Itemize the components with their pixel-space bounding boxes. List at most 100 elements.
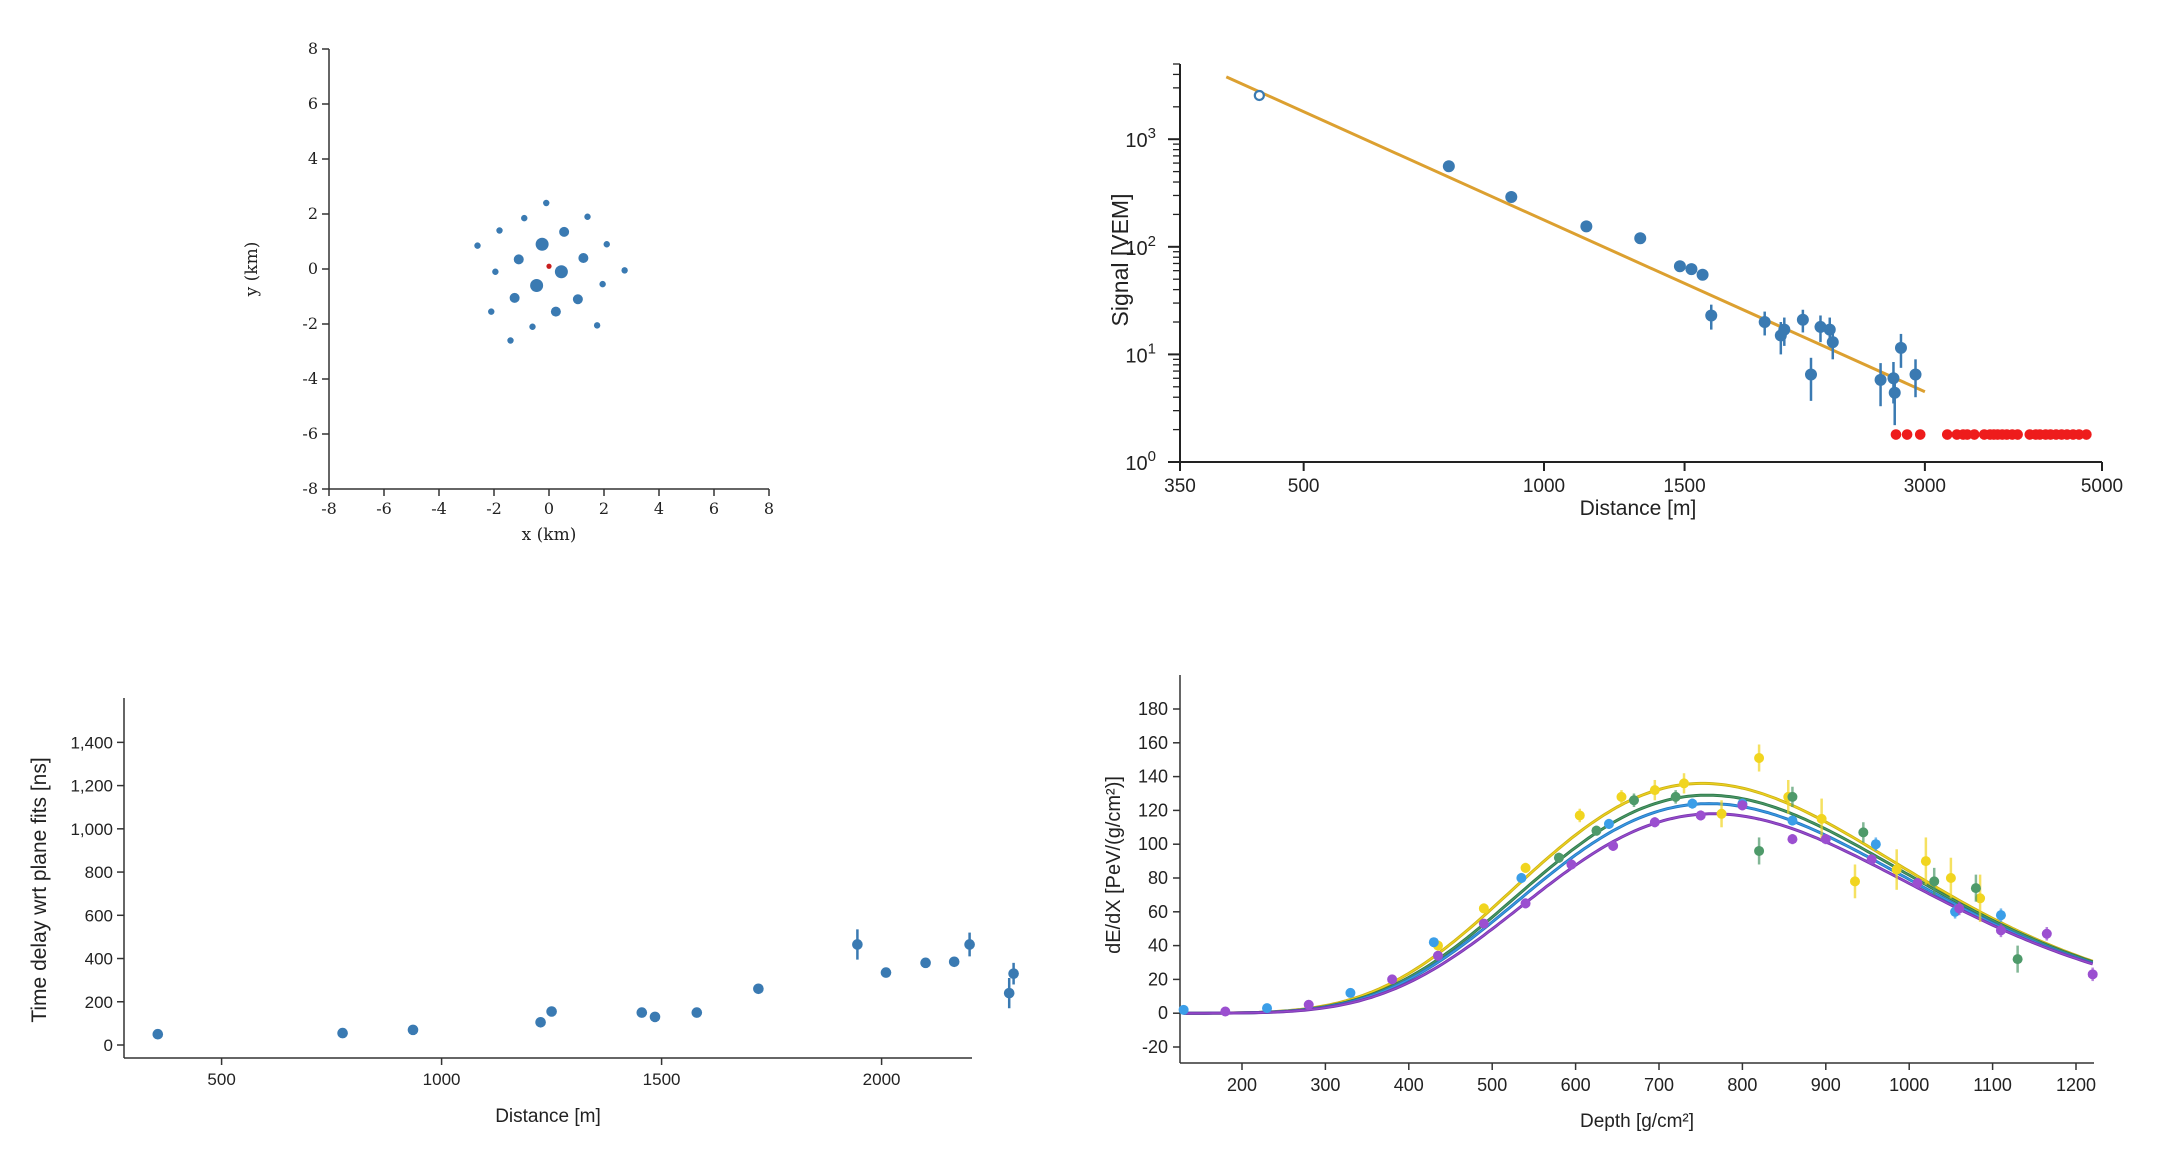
x-tick-label: -2 bbox=[486, 499, 502, 518]
profile-point-purple bbox=[1220, 1006, 1231, 1017]
station-marker bbox=[603, 241, 610, 248]
x-tick-label: 2 bbox=[599, 499, 609, 518]
x-tick-label: 1500 bbox=[1663, 476, 1705, 497]
profile-point-green bbox=[1628, 795, 1639, 806]
station-marker bbox=[559, 226, 570, 237]
station-marker bbox=[535, 237, 549, 251]
y-tick-label: 1,200 bbox=[70, 777, 113, 796]
station-marker bbox=[1685, 263, 1698, 276]
station-marker bbox=[964, 939, 975, 950]
y-tick-label: 800 bbox=[85, 863, 113, 882]
profile-point-blue bbox=[1870, 839, 1881, 850]
x-tick-label: 300 bbox=[1310, 1075, 1340, 1095]
y-tick-label: 100 bbox=[1125, 448, 1156, 475]
station-marker bbox=[407, 1024, 419, 1036]
silent-station-marker bbox=[1901, 429, 1913, 440]
station-marker bbox=[1008, 968, 1019, 979]
station-marker bbox=[649, 1011, 661, 1023]
timing-y-ticks: 0 200 400 600 800 1,000 1,200 1,400 bbox=[70, 733, 124, 1055]
shower-core-marker bbox=[546, 263, 552, 269]
station-marker bbox=[513, 254, 524, 265]
profile-point-blue bbox=[1687, 798, 1698, 809]
y-tick-exponent: 2 bbox=[1148, 233, 1156, 250]
y-tick-label: 6 bbox=[308, 94, 318, 113]
profile-point-green bbox=[1929, 876, 1940, 887]
y-tick-label: 8 bbox=[308, 39, 318, 58]
profile-point-purple bbox=[1866, 854, 1877, 865]
profile-y-label: dE/dX [PeV/(g/cm²)] bbox=[1103, 776, 1125, 954]
station-marker bbox=[572, 294, 583, 305]
saturated-station-marker bbox=[1253, 89, 1265, 102]
ldf-silent-stations bbox=[1890, 429, 2092, 440]
station-marker bbox=[691, 1007, 703, 1018]
x-tick-label: 350 bbox=[1164, 476, 1196, 497]
station-marker bbox=[948, 956, 960, 968]
station-marker bbox=[529, 323, 536, 330]
profile-point-purple bbox=[1303, 999, 1314, 1010]
silent-station-marker bbox=[1890, 429, 1902, 440]
station-marker bbox=[1673, 260, 1686, 273]
profile-point-purple bbox=[1566, 859, 1577, 870]
profile-point-yellow bbox=[1920, 856, 1931, 867]
station-marker bbox=[1580, 220, 1593, 233]
ldf-y-label: Signal [VEM] bbox=[1107, 194, 1133, 327]
profile-point-yellow bbox=[1649, 785, 1660, 796]
profile-point-green bbox=[1553, 852, 1564, 863]
y-tick-label: 80 bbox=[1148, 868, 1168, 888]
x-tick-label: -6 bbox=[376, 499, 392, 518]
profile-point-green bbox=[1591, 825, 1602, 836]
silent-station-marker bbox=[2012, 429, 2023, 440]
station-marker bbox=[530, 279, 544, 292]
station-marker bbox=[753, 983, 764, 995]
station-marker bbox=[488, 308, 495, 315]
y-tick-label: 160 bbox=[1138, 733, 1168, 753]
silent-station-marker bbox=[2073, 429, 2085, 440]
y-tick-label: 102 bbox=[1125, 233, 1156, 260]
profile-point-blue bbox=[1516, 873, 1527, 883]
profile-point-blue bbox=[1262, 1003, 1273, 1014]
profile-point-yellow bbox=[1478, 903, 1489, 914]
profile-point-purple bbox=[1520, 898, 1531, 909]
y-tick-base: 10 bbox=[1125, 345, 1147, 367]
station-marker bbox=[496, 227, 503, 234]
profile-point-purple bbox=[1737, 800, 1748, 811]
silent-station-marker bbox=[1941, 429, 1953, 440]
profile-point-purple bbox=[1954, 903, 1965, 914]
station-marker bbox=[1874, 373, 1887, 386]
station-marker bbox=[1888, 386, 1901, 399]
y-tick-label: 1,000 bbox=[70, 820, 113, 839]
x-tick-label: 700 bbox=[1644, 1075, 1674, 1095]
footprint-stations bbox=[474, 199, 628, 344]
station-marker bbox=[852, 939, 863, 950]
x-tick-label: 0 bbox=[544, 499, 554, 518]
station-marker bbox=[880, 967, 892, 978]
x-tick-label: 8 bbox=[764, 499, 774, 518]
profile-point-purple bbox=[1432, 950, 1443, 961]
y-tick-base: 10 bbox=[1125, 130, 1147, 152]
timing-x-ticks: 50010001500200025003000 bbox=[207, 1058, 901, 1089]
station-marker bbox=[593, 322, 601, 329]
x-tick-label: 500 bbox=[1477, 1075, 1507, 1095]
x-tick-label: 1000 bbox=[1889, 1075, 1929, 1095]
y-tick-label: 4 bbox=[308, 149, 318, 168]
station-marker bbox=[578, 253, 589, 263]
profile-point-blue bbox=[1345, 987, 1356, 998]
station-marker bbox=[1634, 232, 1647, 245]
ldf-fit-line bbox=[1225, 75, 1926, 394]
station-marker bbox=[337, 1027, 348, 1039]
ldf-data-points bbox=[1253, 89, 1922, 426]
profile-point-green bbox=[1858, 827, 1869, 838]
station-marker bbox=[509, 292, 520, 303]
y-tick-exponent: 0 bbox=[1148, 448, 1156, 465]
y-tick-label: 200 bbox=[85, 993, 113, 1012]
y-tick-label: 1,400 bbox=[70, 733, 113, 752]
profile-point-green bbox=[1970, 883, 1981, 894]
station-marker bbox=[1705, 309, 1718, 322]
y-tick-base: 10 bbox=[1125, 453, 1147, 475]
y-tick-label: 20 bbox=[1148, 969, 1168, 989]
x-tick-label: 900 bbox=[1811, 1075, 1841, 1095]
profile-point-purple bbox=[1649, 817, 1660, 828]
profile-point-purple bbox=[1608, 840, 1619, 851]
profile-axes bbox=[1179, 675, 2094, 1064]
